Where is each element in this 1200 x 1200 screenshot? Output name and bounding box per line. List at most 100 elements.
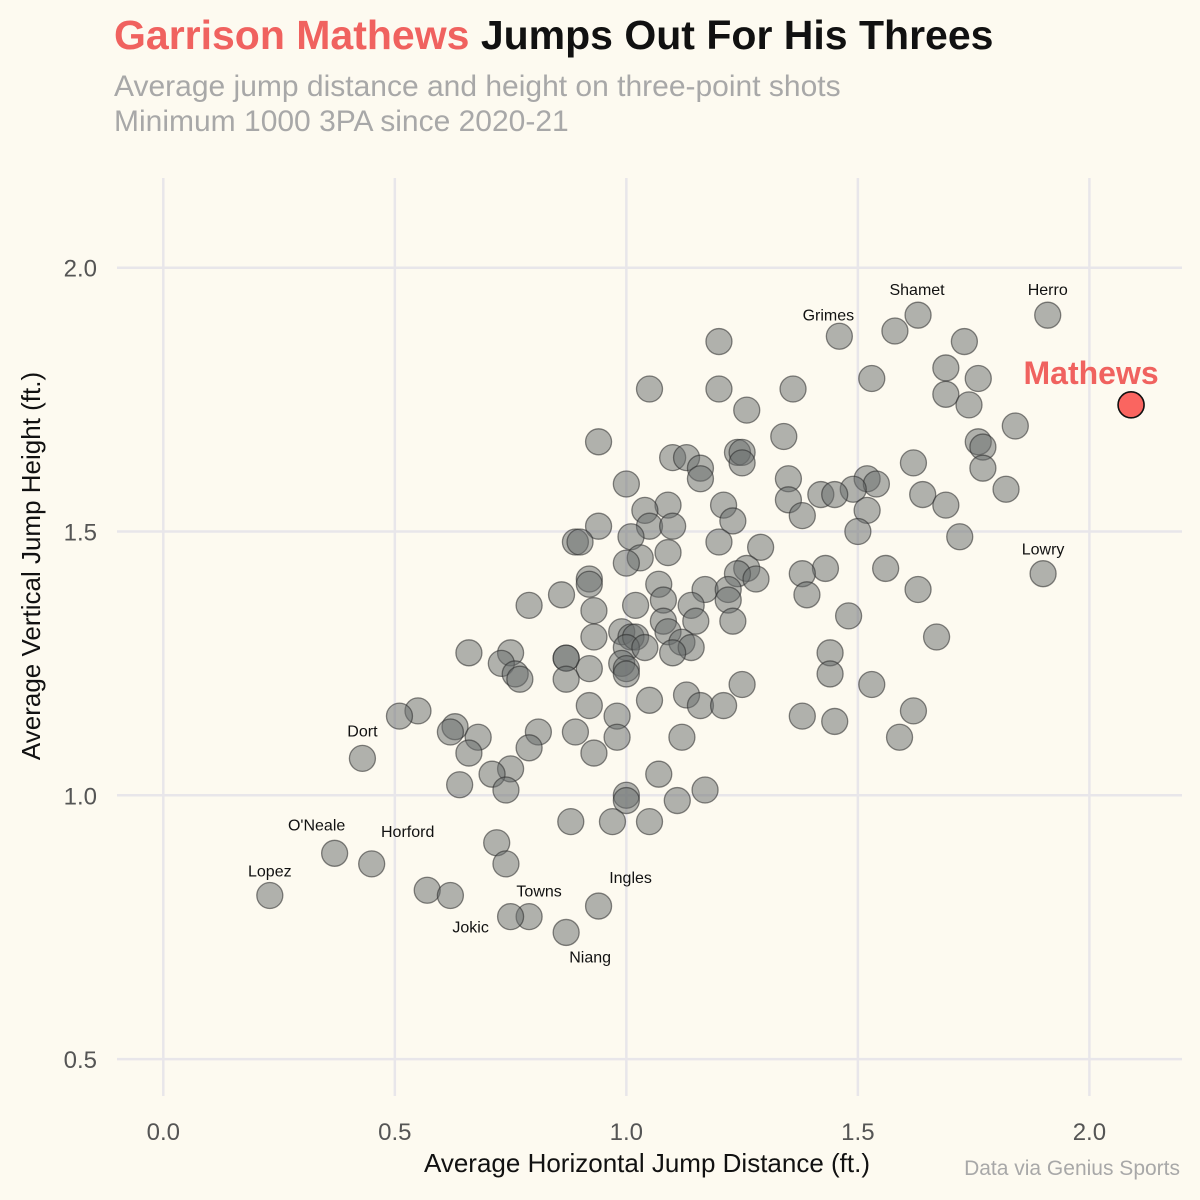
data-point [932,491,960,519]
data-point [547,581,576,609]
point-label: Ingles [609,870,652,887]
data-point [885,723,914,751]
data-point [635,375,664,403]
data-point-labeled [358,850,386,878]
data-point [862,470,891,498]
data-point [932,354,960,382]
data-point [705,375,733,403]
data-point [950,327,979,356]
data-point [858,670,886,699]
data-point [788,702,816,730]
data-point [515,591,543,619]
y-tick-label: 1.0 [64,783,97,810]
data-source-caption: Data via Genius Sports [964,1157,1180,1180]
data-point [779,375,807,403]
data-point [909,480,937,509]
data-point [436,881,465,910]
title-highlight: Garrison Mathews [114,12,470,58]
data-points [256,301,1145,947]
data-point [612,470,640,498]
data-point [821,707,849,736]
data-point-labeled [256,881,284,910]
data-point [719,507,747,535]
data-point-labeled [320,839,349,867]
data-point [899,697,928,725]
data-point [385,702,414,730]
data-point [733,396,761,424]
data-point [821,480,849,509]
data-point [645,760,673,788]
point-label: Jokic [452,920,488,937]
title-rest: Jumps Out For His Threes [469,12,994,58]
x-tick-label: 1.5 [841,1119,874,1146]
data-point [992,475,1020,503]
data-point-labeled [496,902,525,931]
data-point [742,565,770,593]
data-point [899,449,928,477]
data-point [663,786,691,815]
data-point [598,808,627,836]
data-point [788,502,816,530]
data-point [557,808,585,836]
data-point [816,660,844,688]
highlight-point [1117,391,1145,419]
x-axis-title: Average Horizontal Jump Distance (ft.) [424,1148,870,1178]
point-label: Niang [569,949,611,966]
data-point [964,364,992,393]
data-point [691,776,719,804]
data-point [668,723,696,751]
y-tick-label: 1.5 [64,519,97,546]
data-point-labeled [552,918,580,947]
data-point [612,660,640,688]
point-labels: Herro Shamet Grimes Lowry Dort O'Neale Horford… [248,282,1159,966]
data-point-labeled [348,744,377,772]
data-point [659,639,687,667]
data-point [612,549,640,577]
point-label: Towns [516,884,561,901]
data-point [575,655,603,683]
data-point [659,512,687,540]
data-point [834,602,863,630]
point-label: Grimes [803,307,855,324]
data-point [455,739,483,767]
data-point [446,771,474,799]
tick-labels: 0.0 0.5 1.0 1.5 2.0 0.5 1.0 1.5 2.0 [64,256,1106,1146]
data-point [612,786,640,815]
data-point [922,623,951,651]
y-tick-label: 0.5 [64,1047,97,1074]
data-point [881,317,909,345]
data-point [719,607,747,635]
data-point [858,364,886,393]
data-point [1001,412,1029,440]
data-point-labeled [1029,560,1057,588]
data-point [575,691,603,720]
y-tick-label: 2.0 [64,256,97,283]
data-point [492,850,520,878]
data-point-labeled [584,892,613,920]
point-label: Shamet [889,282,945,299]
subtitle-line-1: Average jump distance and height on thre… [114,70,841,103]
data-point [654,538,682,567]
point-label: Herro [1028,282,1068,299]
point-label: Horford [381,824,434,841]
x-tick-label: 0.5 [378,1119,411,1146]
data-point [635,686,664,714]
highlight-label: Mathews [1023,355,1158,391]
data-point [584,428,613,456]
point-label: O'Neale [288,817,345,834]
subtitle-line-2: Minimum 1000 3PA since 2020-21 [114,105,569,138]
data-point [635,808,664,836]
x-tick-label: 1.0 [610,1119,643,1146]
data-point [575,570,603,598]
point-label: Lopez [248,864,292,881]
data-point [552,665,580,693]
data-point-labeled [1034,301,1062,329]
gridlines [117,178,1182,1096]
y-axis-title: Average Vertical Jump Height (ft.) [16,372,46,760]
data-point [492,776,520,804]
data-point [584,512,613,540]
data-point [932,380,960,408]
data-point [705,528,733,556]
data-point [728,670,756,699]
